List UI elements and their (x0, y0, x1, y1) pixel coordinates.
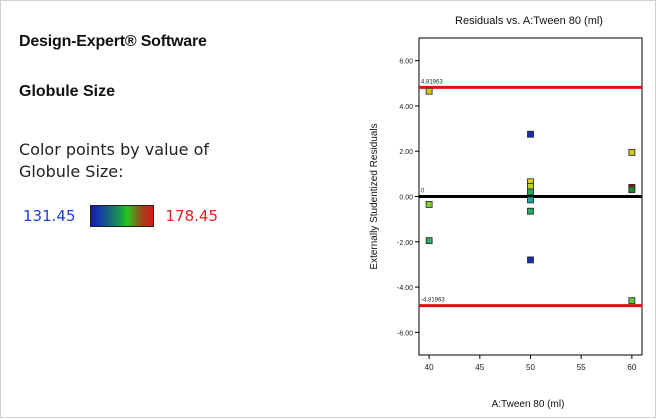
x-tick-label: 60 (627, 363, 636, 372)
data-point (425, 237, 433, 245)
x-tick-label: 40 (425, 363, 434, 372)
chart-title: Residuals vs. A:Tween 80 (ml) (455, 15, 603, 27)
data-point (527, 182, 534, 190)
reference-line-label: -4.81963 (421, 298, 445, 304)
y-tick-label: -6.00 (397, 330, 413, 337)
data-point (527, 130, 534, 138)
axes: -6.00 -4.00 -2.00 0.00 2.00 4.00 6.00 40 45 50 55 6… (397, 59, 637, 372)
x-tick-label: 50 (526, 363, 535, 372)
y-tick-label: 0.00 (399, 195, 413, 202)
data-point (628, 186, 636, 194)
data-point (628, 297, 636, 305)
data-point (628, 148, 636, 156)
x-axis-label: A:Tween 80 (ml) (492, 399, 565, 410)
data-point (425, 87, 433, 95)
color-scale-gradient (89, 205, 154, 227)
y-tick-label: 4.00 (399, 104, 413, 111)
data-point (425, 201, 433, 208)
y-tick-label: 2.00 (399, 149, 413, 156)
data-point (527, 207, 534, 215)
color-scale-max: 178.45 (165, 207, 219, 225)
y-tick-label: -4.00 (397, 285, 413, 292)
app-title: Design-Expert® Software (19, 33, 207, 50)
reference-line-label: 0 (421, 189, 425, 195)
reference-line-label: 4.81963 (421, 79, 443, 85)
y-tick-label: 6.00 (399, 59, 413, 66)
color-scale: 131.45 178.45 (23, 205, 218, 227)
data-points (425, 87, 636, 305)
y-tick-label: -2.00 (397, 240, 413, 247)
data-point (527, 256, 534, 264)
color-scale-min: 131.45 (23, 207, 76, 225)
data-point (527, 188, 534, 196)
color-legend-caption: Color points by value of Globule Size: (19, 140, 210, 181)
data-point (527, 196, 534, 204)
x-tick-label: 45 (475, 363, 484, 372)
response-name: Globule Size (19, 83, 116, 100)
x-tick-label: 55 (577, 363, 586, 372)
y-axis-label: Externally Studentized Residuals (369, 123, 380, 269)
